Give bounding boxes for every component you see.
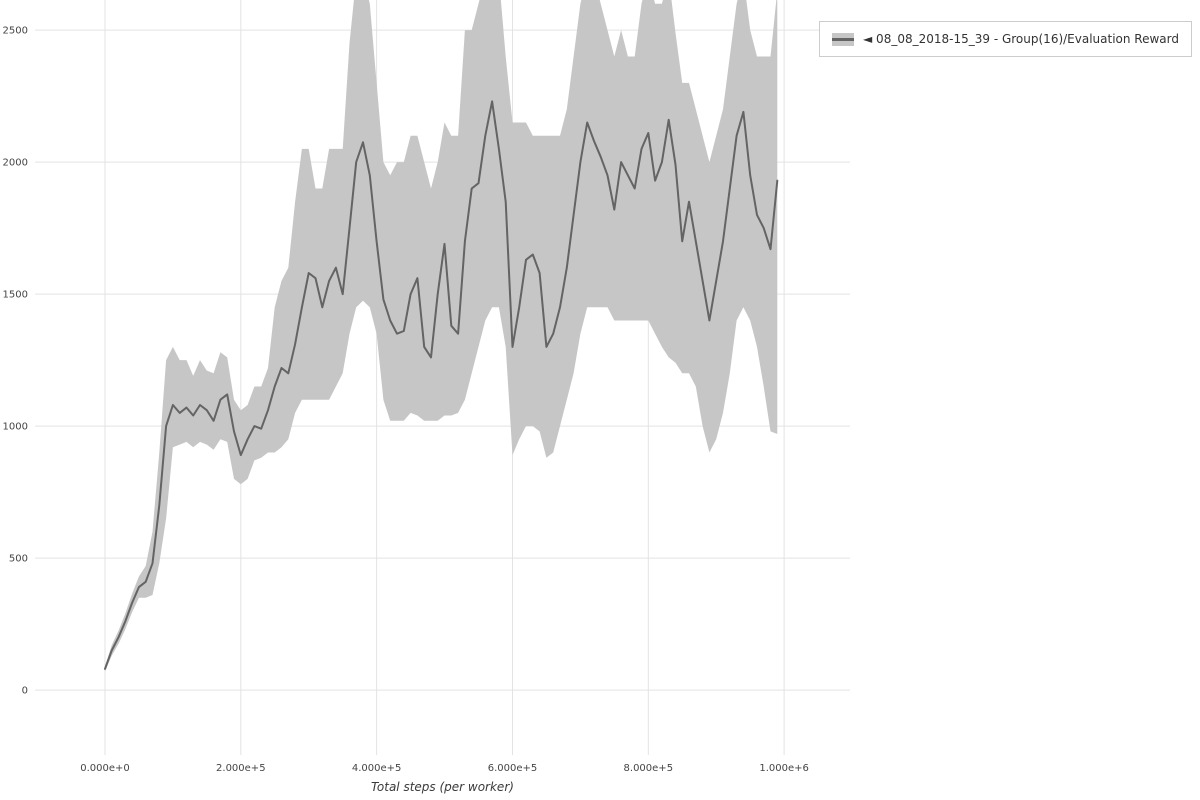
- svg-text:1.000e+6: 1.000e+6: [759, 763, 809, 774]
- svg-text:0.000e+0: 0.000e+0: [80, 763, 130, 774]
- x-tick-labels: 0.000e+0 2.000e+5 4.000e+5 6.000e+5 8.000e+5…: [80, 763, 809, 774]
- svg-text:6.000e+5: 6.000e+5: [488, 763, 538, 774]
- legend-label: ◄ 08_08_2018-15_39 - Group(16)/Evaluatio…: [863, 32, 1179, 46]
- svg-text:2.000e+5: 2.000e+5: [216, 763, 266, 774]
- line-swatch-stroke: [832, 37, 855, 41]
- svg-text:1500: 1500: [3, 290, 28, 301]
- legend-item[interactable]: ◄ 08_08_2018-15_39 - Group(16)/Evaluatio…: [832, 32, 1179, 46]
- svg-text:2500: 2500: [3, 26, 28, 37]
- mean-line: [104, 100, 779, 670]
- legend: ◄ 08_08_2018-15_39 - Group(16)/Evaluatio…: [819, 21, 1192, 57]
- svg-text:1000: 1000: [3, 422, 28, 433]
- svg-text:2000: 2000: [3, 158, 28, 169]
- x-axis-label: Total steps (per worker): [371, 780, 514, 794]
- svg-text:8.000e+5: 8.000e+5: [624, 763, 674, 774]
- y-tick-labels: 0 500 1000 1500 2000 2500: [3, 26, 28, 697]
- line-band-swatch-icon: [832, 32, 855, 46]
- svg-text:4.000e+5: 4.000e+5: [352, 763, 402, 774]
- confidence-band: [105, 0, 778, 672]
- svg-text:500: 500: [9, 554, 28, 565]
- svg-text:0: 0: [22, 686, 28, 697]
